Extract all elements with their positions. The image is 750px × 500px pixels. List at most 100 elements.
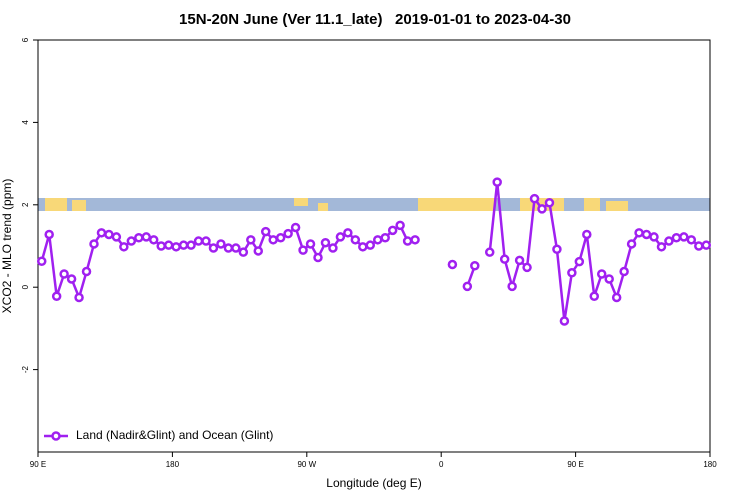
- data-point: [320, 237, 331, 248]
- data-point: [537, 204, 547, 214]
- x-tick-label: 0: [439, 460, 444, 469]
- data-point: [462, 281, 473, 292]
- data-point: [671, 233, 682, 243]
- data-point: [395, 220, 405, 231]
- data-point: [290, 222, 301, 233]
- data-point: [178, 240, 189, 250]
- data-point: [626, 239, 637, 249]
- data-point: [544, 197, 555, 208]
- data-point: [604, 274, 614, 284]
- data-point: [358, 242, 368, 252]
- y-tick-label: 4: [21, 120, 30, 125]
- data-point: [268, 235, 278, 245]
- y-tick-label: -2: [21, 365, 30, 373]
- data-point: [156, 241, 166, 251]
- data-point: [365, 240, 376, 250]
- data-point: [529, 193, 540, 204]
- data-point: [484, 247, 495, 257]
- data-point: [253, 246, 264, 256]
- y-axis-label: XCO2 - MLO trend (ppm): [0, 179, 14, 314]
- data-point: [305, 239, 316, 249]
- data-point: [89, 239, 99, 249]
- legend-marker: [51, 431, 61, 441]
- data-point: [126, 236, 137, 246]
- x-axis-label: Longitude (deg E): [326, 476, 421, 490]
- data-point: [686, 235, 697, 245]
- data-point: [507, 281, 517, 292]
- land-ocean-strip: [38, 198, 710, 211]
- data-point: [96, 228, 107, 238]
- data-point: [163, 240, 174, 250]
- data-point: [111, 232, 122, 242]
- data-point: [74, 292, 84, 303]
- land-band: [72, 200, 86, 211]
- data-point: [313, 252, 323, 263]
- land-band: [45, 198, 67, 211]
- data-point: [119, 242, 129, 252]
- data-point: [208, 243, 219, 253]
- data-point: [148, 235, 159, 245]
- x-tick-label: 90 E: [30, 460, 46, 469]
- data-point: [201, 236, 211, 246]
- data-point: [350, 235, 361, 245]
- data-point: [216, 239, 226, 249]
- data-point: [492, 177, 502, 187]
- data-point: [223, 243, 234, 253]
- data-point: [186, 240, 196, 250]
- data-point: [582, 229, 592, 240]
- data-point: [231, 243, 241, 253]
- land-band: [606, 201, 628, 211]
- data-point: [552, 244, 562, 255]
- data-point: [649, 232, 659, 242]
- data-point: [171, 242, 181, 252]
- data-point: [634, 228, 644, 238]
- data-point: [522, 262, 532, 273]
- data-point: [514, 255, 525, 266]
- chart-title: 15N-20N June (Ver 11.1_late) 2019-01-01 …: [179, 11, 571, 28]
- data-point: [499, 254, 510, 264]
- x-tick-label: 180: [166, 460, 180, 469]
- data-point: [335, 232, 346, 242]
- data-point: [470, 261, 480, 271]
- land-band: [584, 198, 600, 211]
- data-point: [328, 243, 338, 253]
- data-point: [596, 269, 607, 279]
- data-point: [574, 256, 585, 267]
- data-point: [66, 274, 77, 284]
- data-point: [81, 266, 92, 277]
- legend-label: Land (Nadir&Glint) and Ocean (Glint): [76, 428, 273, 442]
- data-point: [402, 236, 413, 246]
- data-point: [283, 228, 293, 239]
- y-tick-label: 2: [21, 202, 30, 207]
- data-point: [372, 235, 383, 245]
- data-point: [641, 229, 652, 240]
- data-point: [679, 232, 689, 242]
- data-point: [51, 291, 62, 302]
- data-point: [410, 235, 420, 245]
- data-point: [664, 236, 674, 246]
- land-band: [318, 203, 328, 211]
- data-point: [44, 229, 54, 240]
- data-point: [104, 229, 114, 240]
- y-tick-label: 6: [21, 37, 30, 42]
- data-point: [298, 245, 308, 255]
- data-point: [246, 235, 256, 245]
- data-point: [380, 233, 390, 243]
- x-tick-label: 90 W: [297, 460, 316, 469]
- data-point: [447, 259, 458, 270]
- data-point: [567, 268, 577, 278]
- data-point: [238, 247, 249, 257]
- data-point: [656, 242, 667, 252]
- data-point: [59, 269, 69, 279]
- data-point: [134, 233, 144, 243]
- data-point: [701, 240, 712, 250]
- data-point: [589, 291, 600, 302]
- data-point: [343, 228, 353, 238]
- x-tick-label: 90 E: [567, 460, 583, 469]
- data-point: [611, 292, 622, 303]
- data-point: [36, 256, 47, 266]
- data-point: [387, 225, 398, 236]
- data-point: [275, 233, 286, 243]
- data-point: [260, 226, 271, 237]
